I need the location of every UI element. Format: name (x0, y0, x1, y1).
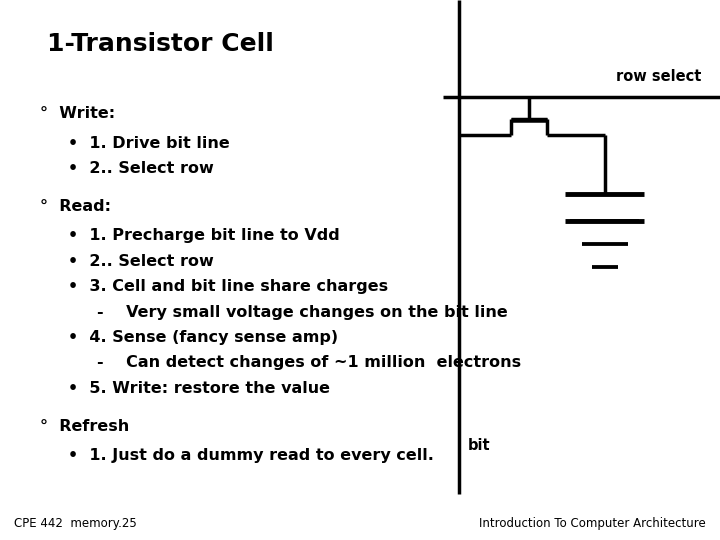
Text: •  1. Just do a dummy read to every cell.: • 1. Just do a dummy read to every cell. (68, 448, 434, 463)
Text: bit: bit (468, 438, 490, 453)
Text: Introduction To Computer Architecture: Introduction To Computer Architecture (479, 517, 706, 530)
Text: •  1. Drive bit line: • 1. Drive bit line (68, 136, 230, 151)
Text: 1-Transistor Cell: 1-Transistor Cell (47, 32, 274, 56)
Text: °  Refresh: ° Refresh (40, 418, 129, 434)
Text: -    Can detect changes of ~1 million  electrons: - Can detect changes of ~1 million elect… (97, 355, 521, 370)
Text: •  2.. Select row: • 2.. Select row (68, 161, 214, 176)
Text: •  1. Precharge bit line to Vdd: • 1. Precharge bit line to Vdd (68, 228, 340, 244)
Text: •  3. Cell and bit line share charges: • 3. Cell and bit line share charges (68, 279, 389, 294)
Text: °  Write:: ° Write: (40, 106, 114, 121)
Text: °  Read:: ° Read: (40, 199, 111, 214)
Text: •  4. Sense (fancy sense amp): • 4. Sense (fancy sense amp) (68, 330, 338, 345)
Text: CPE 442  memory.25: CPE 442 memory.25 (14, 517, 137, 530)
Text: •  5. Write: restore the value: • 5. Write: restore the value (68, 381, 330, 396)
Text: row select: row select (616, 69, 701, 84)
Text: •  2.. Select row: • 2.. Select row (68, 254, 214, 269)
Text: -    Very small voltage changes on the bit line: - Very small voltage changes on the bit … (97, 305, 508, 320)
